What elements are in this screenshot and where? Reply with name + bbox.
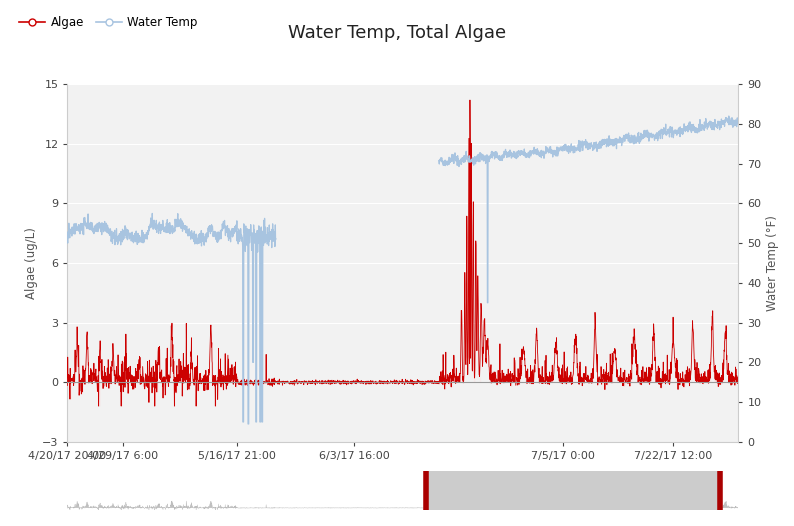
Y-axis label: Water Temp (°F): Water Temp (°F) bbox=[765, 215, 779, 311]
Legend: Algae, Water Temp: Algae, Water Temp bbox=[13, 11, 202, 34]
Text: Water Temp, Total Algae: Water Temp, Total Algae bbox=[288, 24, 506, 42]
Bar bbox=[426, 471, 719, 510]
Y-axis label: Algae (ug/L): Algae (ug/L) bbox=[25, 227, 38, 299]
